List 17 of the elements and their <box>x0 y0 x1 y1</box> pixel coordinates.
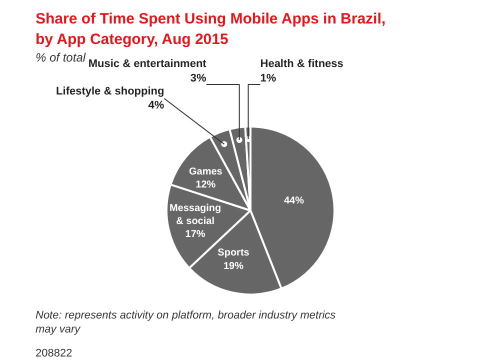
data-label: 4% <box>148 100 164 112</box>
data-label: 44% <box>284 196 304 207</box>
data-label: 1% <box>260 72 276 84</box>
chart-title: Share of Time Spent Using Mobile Apps in Brazil, by App Category, Aug 2015 <box>36 10 386 48</box>
slice-label: Sports <box>218 248 250 259</box>
chart-subtitle: % of total <box>36 50 86 64</box>
data-label: 12% <box>196 179 216 190</box>
text: 208822 <box>36 348 72 360</box>
slice-label: Games <box>188 166 223 178</box>
slice-label: Messaging & social <box>169 202 222 227</box>
data-label: 19% <box>224 260 244 272</box>
slice-label: Lifestyle & shopping <box>56 85 164 98</box>
slice-label: Music & entertainment <box>88 58 207 70</box>
text: Note: represents activity on platform, broader industry metrics may vary <box>36 309 336 336</box>
data-label: 17% <box>185 229 206 240</box>
data-label: 3% <box>190 72 207 84</box>
slice-label: Health & fitness <box>260 58 344 70</box>
